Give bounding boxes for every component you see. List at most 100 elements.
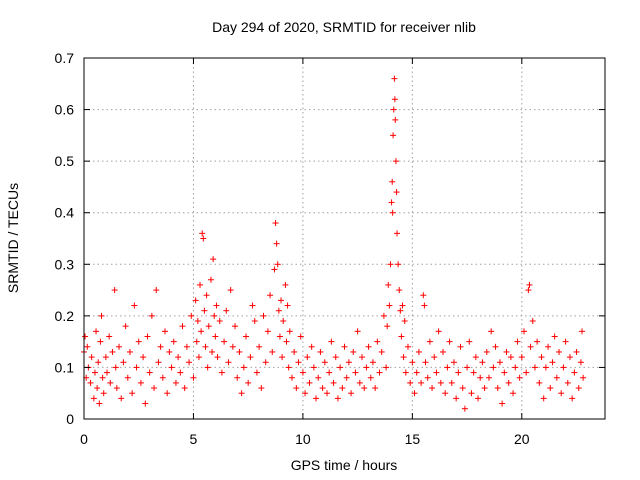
x-tick-label: 5: [190, 431, 198, 447]
data-point: [525, 287, 532, 294]
data-point: [341, 343, 348, 350]
data-point: [461, 405, 468, 412]
data-point: [383, 364, 390, 371]
data-point: [411, 390, 418, 397]
data-point: [188, 312, 195, 319]
data-point: [131, 302, 138, 309]
data-point: [481, 385, 488, 392]
data-point: [448, 379, 455, 386]
data-point: [499, 400, 506, 407]
data-point: [397, 307, 404, 314]
data-point: [337, 364, 344, 371]
plot-frame: [83, 57, 606, 420]
y-tick-label: 0.5: [55, 153, 75, 169]
data-point: [200, 235, 207, 242]
data-point: [374, 338, 381, 345]
data-point: [267, 292, 274, 299]
data-point: [404, 343, 411, 350]
data-point: [194, 318, 201, 325]
data-point: [421, 302, 428, 309]
data-point: [387, 261, 394, 268]
data-point: [313, 395, 320, 402]
data-point: [96, 400, 103, 407]
data-point: [394, 230, 401, 237]
data-point: [396, 287, 403, 294]
data-point: [170, 338, 177, 345]
data-point: [276, 333, 283, 340]
data-point: [376, 369, 383, 376]
data-point: [88, 354, 95, 361]
data-point: [393, 189, 400, 196]
data-point: [202, 343, 209, 350]
data-point: [179, 323, 186, 330]
data-point: [159, 374, 166, 381]
data-point: [186, 359, 193, 366]
data-point: [232, 323, 239, 330]
x-axis-label: GPS time / hours: [291, 457, 398, 473]
data-point: [359, 354, 366, 361]
data-point: [472, 354, 479, 361]
data-point: [137, 379, 144, 386]
data-point: [140, 354, 147, 361]
data-point: [386, 302, 393, 309]
data-point: [98, 312, 105, 319]
data-point: [260, 312, 267, 319]
data-point: [521, 328, 528, 335]
data-point: [391, 96, 398, 103]
data-point: [470, 369, 477, 376]
data-point: [459, 385, 466, 392]
data-point: [198, 328, 205, 335]
data-point: [446, 338, 453, 345]
data-point: [209, 348, 216, 355]
data-point: [433, 369, 440, 376]
data-point: [475, 395, 482, 402]
data-point: [251, 318, 258, 325]
data-point: [399, 302, 406, 309]
data-point: [153, 287, 160, 294]
data-point: [562, 338, 569, 345]
data-point: [422, 359, 429, 366]
data-point: [444, 364, 451, 371]
data-point: [211, 312, 218, 319]
data-point: [566, 354, 573, 361]
data-point: [483, 348, 490, 355]
data-point: [126, 348, 133, 355]
y-tick-label: 0: [66, 411, 74, 427]
data-point: [518, 354, 525, 361]
data-point: [297, 333, 304, 340]
data-point: [210, 256, 217, 263]
data-point: [100, 390, 107, 397]
data-point: [234, 374, 241, 381]
data-point: [133, 364, 140, 371]
y-tick-label: 0.3: [55, 256, 75, 272]
data-point: [258, 385, 265, 392]
data-point: [201, 307, 208, 314]
data-point: [542, 364, 549, 371]
data-point: [192, 297, 199, 304]
data-point: [151, 385, 158, 392]
data-point: [264, 328, 271, 335]
data-point: [238, 390, 245, 397]
data-point: [398, 333, 405, 340]
data-point: [204, 364, 211, 371]
data-point: [212, 333, 219, 340]
data-point: [280, 318, 287, 325]
data-point: [384, 323, 391, 330]
data-point: [227, 287, 234, 294]
y-tick-label: 0.2: [55, 308, 75, 324]
data-point: [161, 328, 168, 335]
data-point: [334, 395, 341, 402]
data-point: [199, 230, 206, 237]
data-point: [317, 348, 324, 355]
data-point: [450, 359, 457, 366]
data-point: [236, 348, 243, 355]
data-point: [580, 374, 587, 381]
data-point: [527, 343, 534, 350]
data-point: [348, 390, 355, 397]
data-point: [510, 390, 517, 397]
data-point: [426, 338, 433, 345]
data-point: [389, 209, 396, 216]
data-point: [207, 276, 214, 283]
data-point: [549, 359, 556, 366]
